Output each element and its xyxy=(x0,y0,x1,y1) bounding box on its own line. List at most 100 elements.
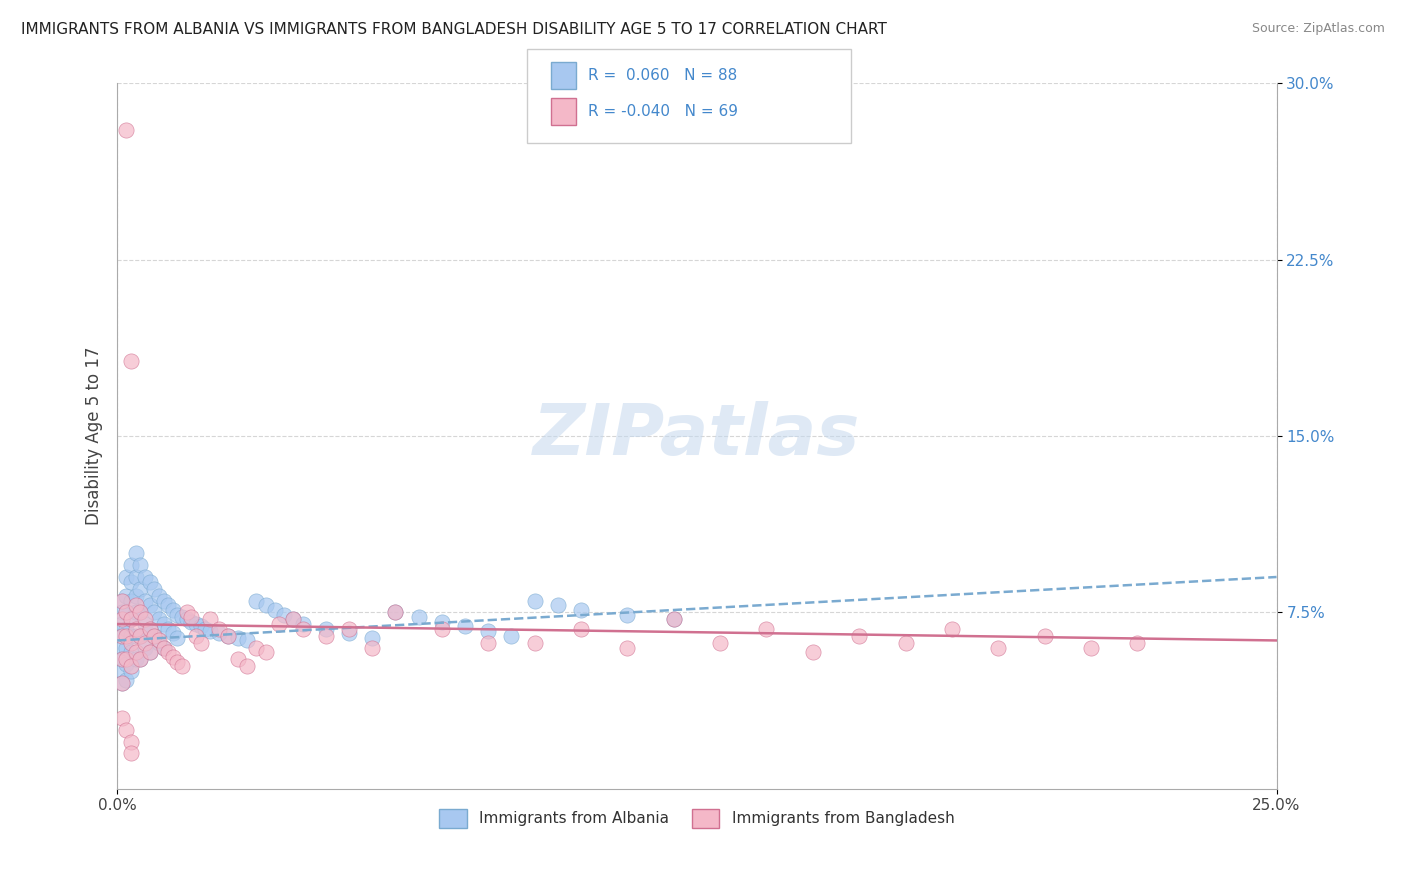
Point xyxy=(337,622,360,636)
Point xyxy=(894,636,917,650)
Point xyxy=(172,610,194,624)
Point xyxy=(184,629,207,643)
Point xyxy=(129,629,152,643)
Text: ZIPatlas: ZIPatlas xyxy=(533,401,860,470)
Point xyxy=(157,622,180,636)
Point xyxy=(148,633,170,648)
Point xyxy=(129,605,152,619)
Point xyxy=(254,598,277,612)
Point xyxy=(477,636,499,650)
Point xyxy=(120,353,142,368)
Point xyxy=(134,593,156,607)
Point xyxy=(236,633,259,648)
Point xyxy=(143,629,166,643)
Point xyxy=(162,626,184,640)
Point xyxy=(291,622,314,636)
Point xyxy=(115,640,138,655)
Point xyxy=(184,617,207,632)
Point xyxy=(152,640,174,655)
Point xyxy=(709,636,731,650)
Point xyxy=(430,622,453,636)
Point xyxy=(115,605,138,619)
Point xyxy=(138,598,160,612)
Point xyxy=(125,629,148,643)
Point xyxy=(143,605,166,619)
Point xyxy=(477,624,499,638)
Point xyxy=(152,640,174,655)
Point xyxy=(120,629,142,643)
Point xyxy=(430,615,453,629)
Point xyxy=(134,640,156,655)
Point xyxy=(162,649,184,664)
Point xyxy=(226,652,249,666)
Point xyxy=(315,622,337,636)
Point xyxy=(148,589,170,603)
Text: IMMIGRANTS FROM ALBANIA VS IMMIGRANTS FROM BANGLADESH DISABILITY AGE 5 TO 17 COR: IMMIGRANTS FROM ALBANIA VS IMMIGRANTS FR… xyxy=(21,22,887,37)
Point xyxy=(263,603,285,617)
Point xyxy=(111,617,134,632)
Point xyxy=(176,605,198,619)
Point xyxy=(138,645,160,659)
Point xyxy=(384,605,406,619)
Point xyxy=(120,746,142,760)
Point xyxy=(616,640,638,655)
Point xyxy=(120,558,142,573)
Point xyxy=(166,631,188,645)
Point xyxy=(143,629,166,643)
Point xyxy=(198,612,221,626)
Point xyxy=(941,622,963,636)
Point xyxy=(157,598,180,612)
Point xyxy=(111,640,134,655)
Point xyxy=(172,659,194,673)
Point xyxy=(987,640,1010,655)
Point xyxy=(111,605,134,619)
Point xyxy=(361,631,384,645)
Point xyxy=(194,622,217,636)
Point xyxy=(125,645,148,659)
Point xyxy=(120,636,142,650)
Point xyxy=(523,636,546,650)
Text: R =  0.060   N = 88: R = 0.060 N = 88 xyxy=(588,69,737,83)
Point xyxy=(129,582,152,596)
Point xyxy=(162,603,184,617)
Point xyxy=(226,631,249,645)
Point xyxy=(180,610,202,624)
Point xyxy=(315,629,337,643)
Point xyxy=(245,640,267,655)
Point xyxy=(111,664,134,678)
Point xyxy=(166,607,188,622)
Point xyxy=(120,734,142,748)
Point xyxy=(337,626,360,640)
Point xyxy=(408,610,430,624)
Point xyxy=(111,711,134,725)
Point xyxy=(115,657,138,671)
Point xyxy=(111,652,134,666)
Point xyxy=(848,629,870,643)
Point xyxy=(547,598,569,612)
Point xyxy=(129,652,152,666)
Point xyxy=(115,123,138,137)
Point xyxy=(125,547,148,561)
Point xyxy=(111,652,134,666)
Point xyxy=(129,629,152,643)
Point xyxy=(120,593,142,607)
Point xyxy=(273,607,295,622)
Point xyxy=(269,617,291,632)
Point xyxy=(180,615,202,629)
Point xyxy=(115,673,138,688)
Point xyxy=(190,619,212,633)
Point xyxy=(115,605,138,619)
Text: R = -0.040   N = 69: R = -0.040 N = 69 xyxy=(588,104,738,119)
Point xyxy=(143,582,166,596)
Point xyxy=(115,589,138,603)
Point xyxy=(129,605,152,619)
Point xyxy=(236,659,259,673)
Point xyxy=(125,570,148,584)
Point xyxy=(198,624,221,638)
Point xyxy=(283,612,305,626)
Point xyxy=(662,612,685,626)
Y-axis label: Disability Age 5 to 17: Disability Age 5 to 17 xyxy=(86,347,103,525)
Point xyxy=(1126,636,1149,650)
Point xyxy=(569,622,592,636)
Point xyxy=(115,629,138,643)
